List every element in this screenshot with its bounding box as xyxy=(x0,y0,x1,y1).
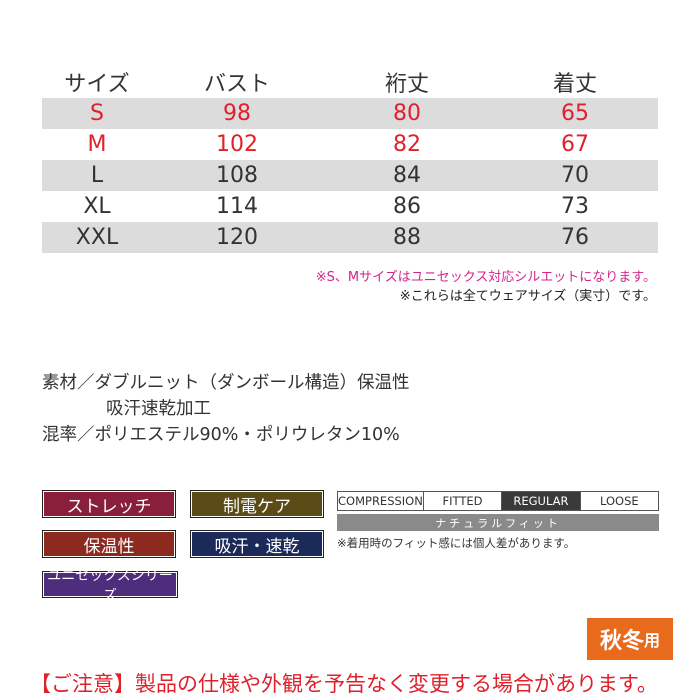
cell-sleeve: 88 xyxy=(393,225,421,250)
cell-length: 70 xyxy=(561,163,589,188)
table-row: S 98 80 65 xyxy=(42,98,658,129)
warmth-badge: 保温性 xyxy=(42,530,176,558)
material-line: 素材／ダブルニット（ダンボール構造）保温性 xyxy=(42,373,410,393)
table-row: L 108 84 70 xyxy=(42,160,658,191)
antistatic-badge: 制電ケア xyxy=(190,490,324,518)
cell-size: XL xyxy=(83,194,111,219)
fit-option-compression: COMPRESSION xyxy=(338,492,424,510)
header-size: サイズ xyxy=(64,72,130,97)
header-length: 着丈 xyxy=(552,72,597,97)
cell-bust: 114 xyxy=(216,194,258,219)
actual-size-note: ※これらは全てウェアサイズ（実寸）です。 xyxy=(399,289,656,304)
cell-length: 65 xyxy=(561,101,589,126)
size-table-header: サイズ バスト 裄丈 着丈 xyxy=(42,66,658,98)
cell-bust: 120 xyxy=(216,225,258,250)
season-badge: 秋冬用 xyxy=(587,618,673,660)
fit-option-regular: REGULAR xyxy=(502,492,581,510)
cell-sleeve: 86 xyxy=(393,194,421,219)
cell-size: M xyxy=(87,132,107,157)
fit-type-bar: ナチュラルフィット xyxy=(337,514,659,531)
cell-size: S xyxy=(90,101,104,126)
composition-line: 混率／ポリエステル90%・ポリウレタン10% xyxy=(42,425,400,445)
cell-length: 73 xyxy=(561,194,589,219)
cell-size: XXL xyxy=(75,225,119,250)
cell-length: 67 xyxy=(561,132,589,157)
sweat-dry-badge: 吸汗・速乾 xyxy=(190,530,324,558)
table-row: M 102 82 67 xyxy=(42,129,658,160)
fit-option-fitted: FITTED xyxy=(424,492,503,510)
unisex-series-badge: ユニセックスシリーズ xyxy=(42,568,178,604)
processing-line: 吸汗速乾加工 xyxy=(106,399,211,419)
cell-sleeve: 82 xyxy=(393,132,421,157)
unisex-note: ※S、Mサイズはユニセックス対応シルエットになります。 xyxy=(315,270,656,285)
size-notes: ※S、Mサイズはユニセックス対応シルエットになります。 ※これらは全てウェアサイ… xyxy=(316,268,656,306)
cell-length: 76 xyxy=(561,225,589,250)
stretch-badge: ストレッチ xyxy=(42,490,176,518)
fit-note: ※着用時のフィット感には個人差があります。 xyxy=(337,536,576,550)
fit-scale: COMPRESSION FITTED REGULAR LOOSE ナチュラルフィ… xyxy=(337,491,659,531)
season-main: 秋冬 xyxy=(599,629,644,654)
table-row: XL 114 86 73 xyxy=(42,191,658,222)
material-info: 素材／ダブルニット（ダンボール構造）保温性 吸汗速乾加工 混率／ポリエステル90… xyxy=(42,370,410,448)
disclaimer: 【ご注意】製品の仕様や外観を予告なく変更する場合があります。 xyxy=(30,672,658,696)
cell-sleeve: 84 xyxy=(393,163,421,188)
fit-options: COMPRESSION FITTED REGULAR LOOSE xyxy=(337,491,659,511)
cell-bust: 102 xyxy=(216,132,258,157)
header-sleeve: 裄丈 xyxy=(384,72,429,97)
cell-bust: 108 xyxy=(216,163,258,188)
cell-size: L xyxy=(90,163,104,188)
cell-sleeve: 80 xyxy=(393,101,421,126)
season-suffix: 用 xyxy=(644,631,661,650)
fit-option-loose: LOOSE xyxy=(599,494,639,508)
size-table: サイズ バスト 裄丈 着丈 S 98 80 65 M 102 82 67 L 1… xyxy=(42,66,658,253)
cell-bust: 98 xyxy=(223,101,251,126)
header-bust: バスト xyxy=(203,72,270,97)
table-row: XXL 120 88 76 xyxy=(42,222,658,253)
